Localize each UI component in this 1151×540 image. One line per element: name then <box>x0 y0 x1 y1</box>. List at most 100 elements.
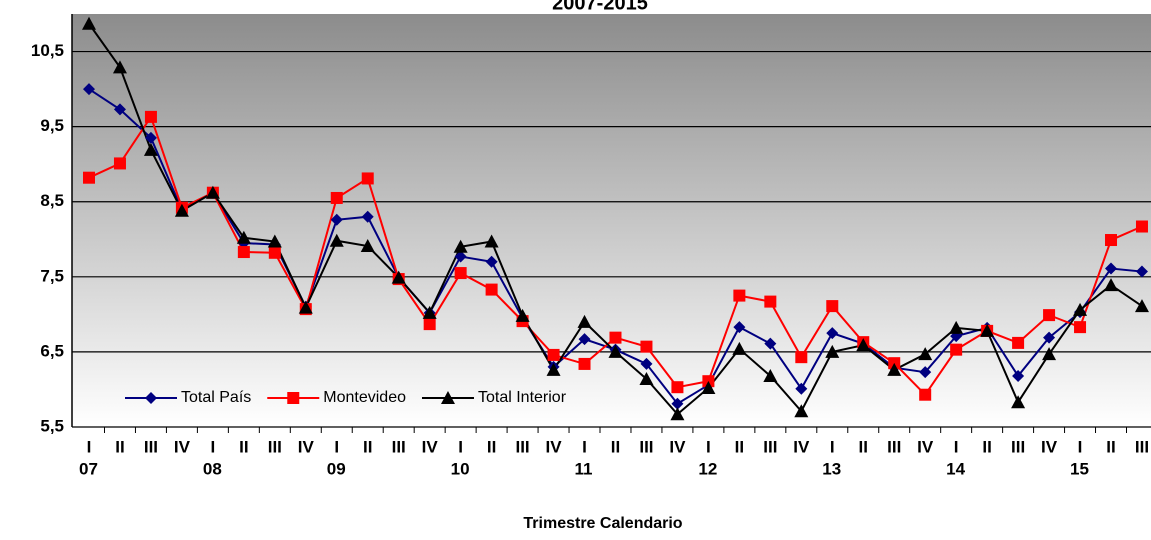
marker <box>670 407 685 421</box>
marker <box>578 357 591 370</box>
marker <box>1012 336 1025 349</box>
marker <box>237 246 250 259</box>
y-tick-label: 9,5 <box>40 116 64 135</box>
legend-label: Montevideo <box>323 389 406 406</box>
legend-label: Total Interior <box>478 389 567 406</box>
marker <box>1105 262 1118 275</box>
marker <box>422 305 437 319</box>
chart-title: 2007-2015 <box>552 0 648 14</box>
x-tick-label: IV <box>546 437 563 456</box>
marker <box>577 314 592 328</box>
x-tick-label: II <box>735 437 744 456</box>
marker <box>794 404 809 418</box>
marker <box>919 366 932 379</box>
marker <box>484 234 499 248</box>
marker <box>578 333 591 346</box>
marker <box>113 157 126 170</box>
x-tick-label: I <box>830 437 835 456</box>
marker <box>485 255 498 268</box>
marker <box>1043 309 1056 322</box>
year-label: 10 <box>451 459 470 478</box>
marker <box>609 331 622 344</box>
year-label: 09 <box>327 459 346 478</box>
marker <box>360 239 375 253</box>
marker <box>795 351 808 364</box>
x-tick-label: III <box>887 437 901 456</box>
marker <box>287 392 300 404</box>
marker <box>546 362 561 376</box>
x-tick-label: III <box>1135 437 1149 456</box>
marker <box>733 289 746 302</box>
marker <box>1134 299 1149 313</box>
x-tick-label: II <box>363 437 372 456</box>
marker <box>1043 331 1056 344</box>
marker <box>825 344 840 358</box>
marker <box>329 233 344 247</box>
x-tick-label: IV <box>174 437 191 456</box>
x-tick-label: II <box>115 437 124 456</box>
year-label: 08 <box>203 459 222 478</box>
marker <box>83 171 95 184</box>
x-tick-label: III <box>1011 437 1025 456</box>
marker <box>205 185 220 199</box>
x-tick-label: IV <box>1041 437 1058 456</box>
x-tick-label: IV <box>917 437 934 456</box>
marker <box>112 60 127 74</box>
marker <box>1042 347 1057 361</box>
marker <box>671 397 684 410</box>
x-tick-label: I <box>87 437 92 456</box>
x-tick-label: II <box>982 437 991 456</box>
marker <box>919 388 932 401</box>
marker <box>949 320 964 334</box>
marker <box>701 380 716 394</box>
x-tick-label: I <box>706 437 711 456</box>
marker <box>330 191 343 204</box>
marker <box>950 343 963 356</box>
x-tick-label: III <box>515 437 529 456</box>
x-tick-label: IV <box>793 437 810 456</box>
marker <box>143 142 158 156</box>
x-tick-label: III <box>144 437 158 456</box>
x-axis-label: Trimestre Calendario <box>523 515 682 532</box>
marker <box>1074 321 1087 334</box>
year-label: 15 <box>1070 459 1089 478</box>
marker <box>83 83 95 96</box>
x-tick-label: II <box>487 437 496 456</box>
marker <box>763 368 778 382</box>
year-label: 07 <box>79 459 98 478</box>
y-tick-label: 6,5 <box>40 341 64 360</box>
marker <box>267 234 282 248</box>
marker <box>144 110 157 123</box>
marker <box>330 213 343 226</box>
marker <box>361 210 374 223</box>
marker <box>391 270 406 284</box>
x-tick-label: I <box>1078 437 1083 456</box>
marker <box>515 308 530 322</box>
marker <box>174 203 189 217</box>
x-tick-label: I <box>211 437 216 456</box>
marker <box>82 16 96 30</box>
marker <box>764 337 777 350</box>
marker <box>440 391 455 404</box>
x-tick-label: IV <box>298 437 315 456</box>
marker <box>732 341 747 355</box>
x-tick-label: IV <box>669 437 686 456</box>
marker <box>1135 265 1148 278</box>
marker <box>764 295 777 308</box>
x-tick-label: I <box>334 437 339 456</box>
marker <box>454 267 467 280</box>
marker <box>980 323 995 337</box>
marker <box>1135 220 1148 233</box>
y-tick-label: 10,5 <box>31 41 64 60</box>
marker <box>918 347 933 361</box>
year-label: 11 <box>575 459 593 478</box>
marker <box>733 321 746 334</box>
marker <box>547 348 560 361</box>
y-tick-label: 7,5 <box>40 266 64 285</box>
x-tick-label: III <box>639 437 653 456</box>
marker <box>113 103 126 116</box>
year-label: 12 <box>698 459 717 478</box>
marker <box>856 338 871 352</box>
x-tick-label: III <box>763 437 777 456</box>
marker <box>1104 278 1119 292</box>
